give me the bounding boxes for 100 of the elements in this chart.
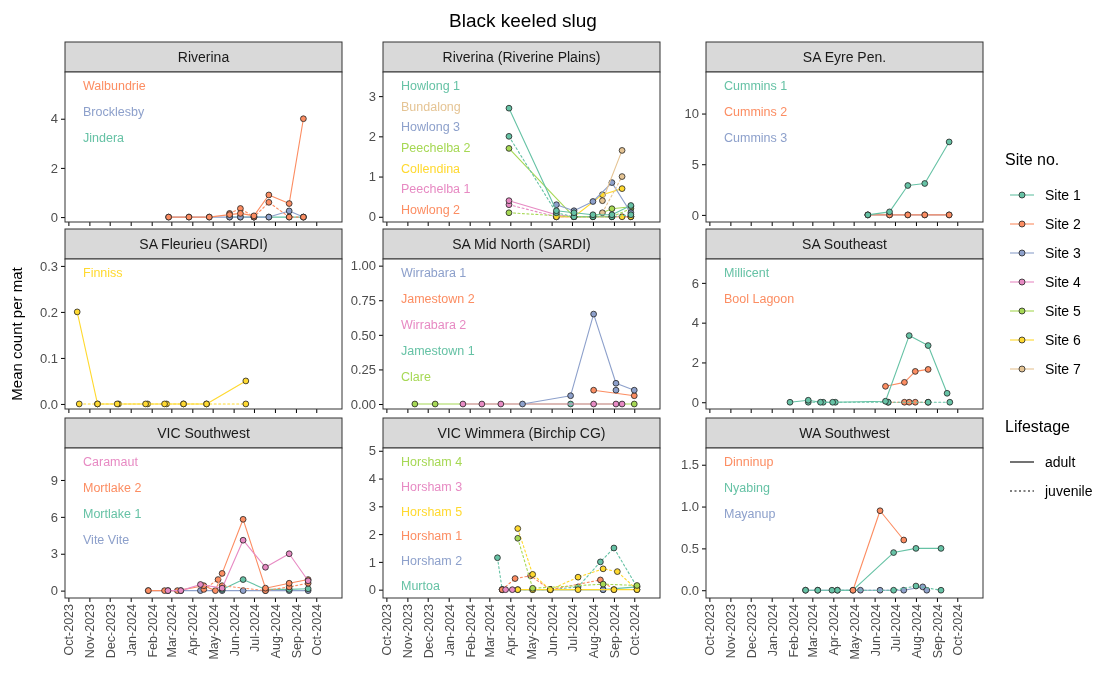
x-tick-label: Oct-2023 xyxy=(703,603,718,656)
y-tick-label: 0.25 xyxy=(350,362,376,378)
x-tick-label: Oct-2024 xyxy=(310,603,325,656)
x-tick-label: Feb-2024 xyxy=(786,603,801,658)
x-tick-label: Jun-2024 xyxy=(868,603,883,657)
y-tick-label: 2 xyxy=(50,160,58,176)
y-tick-label: 6 xyxy=(50,509,58,525)
y-tick-label: 0 xyxy=(50,583,58,599)
text: Horsham 2 xyxy=(401,554,463,569)
y-tick-label: 0.50 xyxy=(350,327,376,343)
x-tick-label: Sep-2024 xyxy=(289,603,304,659)
y-tick-label: 0.00 xyxy=(350,396,376,412)
y-tick-label: 0.5 xyxy=(680,541,699,557)
x-tick-label: Mar-2024 xyxy=(483,603,498,658)
chart-title: WA Southwest xyxy=(799,425,890,441)
x-tick-label: Aug-2024 xyxy=(586,603,601,659)
text: Horsham 5 xyxy=(401,504,463,519)
x-tick-label: Dec-2023 xyxy=(421,603,436,659)
text: Peechelba 2 xyxy=(401,141,471,155)
x-tick-label: Jan-2024 xyxy=(442,603,457,657)
x-tick-label: Apr-2024 xyxy=(186,603,201,656)
text: Bundalong xyxy=(401,99,461,114)
legend-label: Site 5 xyxy=(1045,303,1082,319)
y-tick-label: 0 xyxy=(368,582,376,598)
y-tick-label: 1.00 xyxy=(350,258,376,274)
text: Mortlake 1 xyxy=(83,507,142,521)
x-tick-label: May-2024 xyxy=(524,603,539,660)
legend-label: Site 4 xyxy=(1045,274,1082,290)
x-tick-label: Jul-2024 xyxy=(888,603,903,652)
text: Mortlake 2 xyxy=(83,481,142,495)
y-tick-label: 0.0 xyxy=(680,582,699,598)
text: Bool Lagoon xyxy=(724,292,795,306)
text: Finniss xyxy=(83,266,123,280)
x-tick-label: Aug-2024 xyxy=(909,603,924,659)
y-tick-label: 9 xyxy=(50,472,58,488)
y-tick-label: 0.1 xyxy=(39,350,58,366)
text: Cummins 2 xyxy=(724,105,788,119)
y-tick-label: 0 xyxy=(50,209,58,225)
x-tick-label: Feb-2024 xyxy=(145,603,160,658)
legend-label: Site 1 xyxy=(1045,187,1082,203)
text: Horsham 4 xyxy=(401,455,463,469)
text: Millicent xyxy=(724,266,770,280)
x-tick-label: Mar-2024 xyxy=(165,603,180,658)
y-tick-label: 0 xyxy=(691,207,699,223)
x-tick-label: Sep-2024 xyxy=(930,603,945,659)
text: Jamestown 2 xyxy=(401,292,475,306)
text: Peechelba 1 xyxy=(401,182,471,197)
legend-title: Lifestage xyxy=(1005,418,1071,435)
text: Walbundrie xyxy=(83,79,146,93)
y-tick-label: 0.75 xyxy=(350,292,376,308)
y-tick-label: 2 xyxy=(368,526,376,542)
text: Wirrabara 2 xyxy=(401,318,467,332)
text: Jamestown 1 xyxy=(401,344,475,358)
y-axis-title: Mean count per mat xyxy=(8,266,25,401)
text: Nyabing xyxy=(724,481,770,495)
text: Collendina xyxy=(401,161,461,176)
text: Brocklesby xyxy=(83,105,145,119)
text: Wirrabara 1 xyxy=(401,266,467,280)
text: Howlong 3 xyxy=(401,120,461,135)
chart-title: Riverina (Riverine Plains) xyxy=(442,49,601,65)
y-tick-label: 4 xyxy=(691,315,699,331)
chart-title: VIC Southwest xyxy=(157,425,250,441)
x-tick-label: Nov-2023 xyxy=(401,603,416,659)
text: Cummins 1 xyxy=(724,79,788,93)
text: Dinninup xyxy=(724,455,774,469)
x-tick-label: Apr-2024 xyxy=(504,603,519,656)
y-tick-label: 3 xyxy=(368,88,376,104)
legend-label: Site 2 xyxy=(1045,216,1082,232)
text: Horsham 1 xyxy=(401,529,463,544)
y-tick-label: 0.0 xyxy=(39,396,58,412)
chart-title: Riverina xyxy=(177,49,230,65)
legend-label: adult xyxy=(1045,454,1076,470)
text: Jindera xyxy=(83,131,125,145)
x-tick-label: Oct-2024 xyxy=(628,603,643,656)
chart-title: SA Fleurieu (SARDI) xyxy=(139,236,268,252)
x-tick-label: Nov-2023 xyxy=(83,603,98,659)
x-tick-label: Dec-2023 xyxy=(744,603,759,659)
x-tick-label: Oct-2023 xyxy=(380,603,395,656)
y-tick-label: 0 xyxy=(691,394,699,410)
text: Vite Vite xyxy=(83,533,130,547)
x-tick-label: Jul-2024 xyxy=(247,603,262,652)
text: Caramaut xyxy=(83,455,139,469)
y-tick-label: 5 xyxy=(691,156,699,172)
chart-title: SA Mid North (SARDI) xyxy=(452,236,591,252)
x-tick-label: Oct-2023 xyxy=(62,603,77,656)
y-tick-label: 1.0 xyxy=(680,499,699,515)
y-tick-label: 2 xyxy=(691,355,699,371)
legend-label: Site 3 xyxy=(1045,245,1082,261)
text: Howlong 2 xyxy=(401,203,461,217)
y-tick-label: 4 xyxy=(50,111,58,127)
y-tick-label: 3 xyxy=(368,498,376,514)
x-tick-label: Dec-2023 xyxy=(103,603,118,659)
legend-label: Site 7 xyxy=(1045,361,1082,377)
text: Howlong 1 xyxy=(401,79,461,93)
series-label: Clare xyxy=(401,370,431,384)
y-tick-label: 6 xyxy=(691,275,699,291)
y-tick-label: 5 xyxy=(368,443,376,459)
legend-label: Site 6 xyxy=(1045,332,1082,348)
y-tick-label: 0 xyxy=(368,209,376,225)
x-tick-label: Feb-2024 xyxy=(463,603,478,658)
